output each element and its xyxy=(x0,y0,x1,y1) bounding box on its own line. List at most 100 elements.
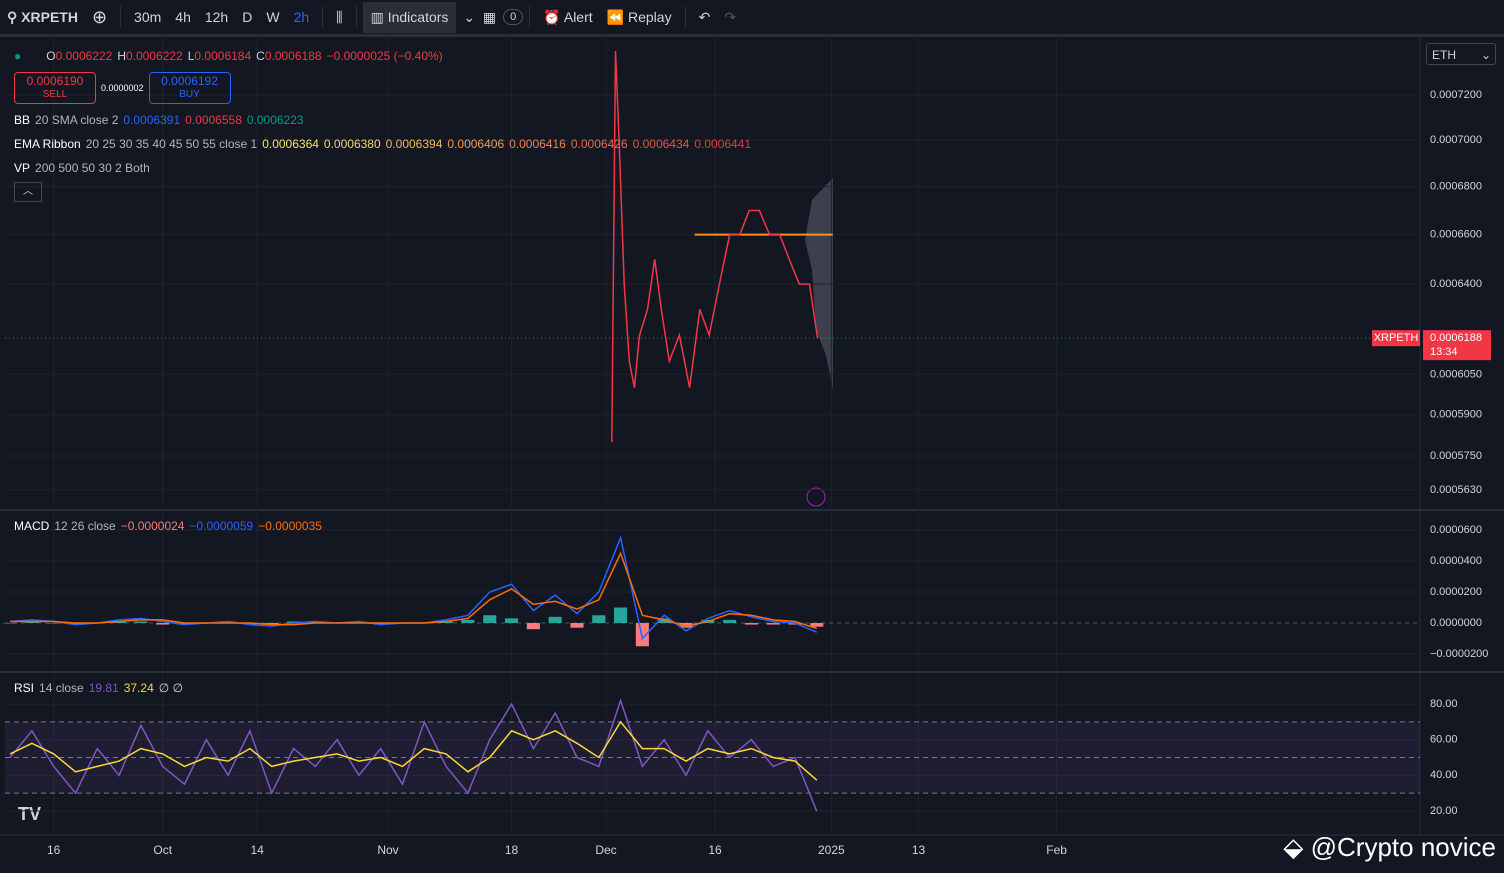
x-tick-label: Feb xyxy=(1046,843,1067,857)
indicator-value: 0.0006406 xyxy=(447,137,505,151)
indicator-value: 0.0006434 xyxy=(632,137,690,151)
pane-legend: RSI 14 close 19.81 37.24 ∅ ∅ xyxy=(14,681,183,695)
x-tick-label: Dec xyxy=(595,843,616,857)
histogram-bar xyxy=(330,623,344,624)
toolbar: ⚲ XRPETH ⊕ 30m 4h 12h D W 2h ⫼ ▥ Indicators ⌄… xyxy=(0,0,1504,37)
y-tick-label: −0.0000200 xyxy=(1430,648,1488,660)
histogram-bar xyxy=(657,618,671,624)
ohlc-label: H xyxy=(117,49,126,63)
interval[interactable]: W xyxy=(266,9,280,25)
last-price-label: 0.0006188 xyxy=(1430,332,1482,344)
ohlc-value: 0.0006184 xyxy=(194,49,252,63)
y-tick-label: 0.0000000 xyxy=(1430,617,1482,629)
histogram-bar xyxy=(461,619,475,624)
indicator-value: 0.0006426 xyxy=(570,137,628,151)
y-tick-label: 0.0000600 xyxy=(1430,524,1482,536)
templates[interactable]: ⌄ ▦ xyxy=(463,8,497,25)
y-tick-label: 0.0007200 xyxy=(1430,89,1482,101)
replay-text: Replay xyxy=(627,8,672,25)
sell-button[interactable]: 0.0006190 SELL xyxy=(14,72,96,104)
indicator-value: 0.0006364 xyxy=(262,137,319,151)
redo[interactable]: ↷ xyxy=(724,8,737,25)
alert[interactable]: ⏰ Alert xyxy=(543,8,593,25)
indicator-legend[interactable]: BB 20 SMA close 2 0.0006391 0.0006558 0.0006… xyxy=(14,108,751,132)
indicator-value: 0.0006223 xyxy=(246,113,304,127)
histogram-bar xyxy=(3,623,17,624)
replay[interactable]: ⏪ Replay xyxy=(606,8,672,25)
last-price-tag xyxy=(1423,330,1491,361)
buy-label: BUY xyxy=(179,89,200,100)
interval[interactable]: 12h xyxy=(204,9,229,25)
histogram-bar xyxy=(112,621,126,624)
currency-select[interactable]: ETH ⌄ xyxy=(1426,43,1496,65)
histogram-bar xyxy=(156,623,170,625)
buy-price: 0.0006192 xyxy=(161,74,218,88)
y-tick-label: 0.0005630 xyxy=(1430,484,1482,496)
ohlc-value: 0.0006222 xyxy=(55,49,113,63)
histogram-bar xyxy=(635,623,649,647)
volume-profile xyxy=(805,178,833,390)
y-tick-label: 0.0005900 xyxy=(1430,409,1482,421)
undo[interactable]: ↶ xyxy=(698,8,711,25)
histogram-bar xyxy=(47,623,61,624)
histogram-bar xyxy=(548,616,562,624)
y-tick-label: 60.00 xyxy=(1430,734,1458,746)
indicator-legend[interactable]: VP 200 500 50 30 2 Both xyxy=(14,156,751,180)
histogram-bar xyxy=(723,619,737,624)
indicator-value: 0.0006380 xyxy=(323,137,381,151)
indicator-params: 200 500 50 30 2 Both xyxy=(35,161,150,175)
histogram-bar xyxy=(308,621,322,624)
ohlc-value: 0.0006222 xyxy=(126,49,183,63)
y-tick-label: 0.0000200 xyxy=(1430,586,1482,598)
interval[interactable]: 4h xyxy=(175,9,191,25)
sell-price: 0.0006190 xyxy=(26,74,84,88)
histogram-bar xyxy=(199,623,213,624)
histogram-bar xyxy=(286,621,301,624)
y-tick-label: 0.0005750 xyxy=(1430,450,1482,462)
interval[interactable]: 30m xyxy=(134,9,162,25)
indicator-value: 0.0006558 xyxy=(185,113,242,127)
y-tick-label: 20.00 xyxy=(1430,805,1458,817)
symbol-tag xyxy=(1372,330,1420,347)
chart-type[interactable]: ⫼ xyxy=(336,8,343,25)
ohlc-label: L xyxy=(187,49,195,63)
x-tick-label: 16 xyxy=(47,843,61,857)
badge[interactable]: 0 xyxy=(503,9,524,25)
pane-title: RSI xyxy=(14,681,34,695)
histogram-bar xyxy=(701,619,715,624)
indicator-name: BB xyxy=(14,113,31,127)
histogram-bar xyxy=(134,621,148,624)
histogram-bar xyxy=(483,615,497,624)
rsi-band xyxy=(5,721,1420,794)
legend: ● O 0.0006222 H 0.0006222 L 0.0006184 C 0.000618… xyxy=(14,44,751,202)
pane-suffix: ∅ ∅ xyxy=(159,681,183,695)
histogram-bar xyxy=(592,615,606,624)
y-tick-label: 80.00 xyxy=(1430,698,1458,710)
x-tick-label: 16 xyxy=(708,843,722,857)
collapse-button[interactable]: ︿ xyxy=(14,182,42,202)
interval[interactable]: 2h xyxy=(293,9,310,25)
interval[interactable]: D xyxy=(242,9,253,25)
histogram-bar xyxy=(221,621,235,624)
indicator-value: 0.0006394 xyxy=(385,137,443,151)
ohlc: ● O 0.0006222 H 0.0006222 L 0.0006184 C 0.000618… xyxy=(14,49,443,63)
buy-button[interactable]: 0.0006192 BUY xyxy=(148,72,231,104)
series-line xyxy=(9,698,818,812)
histogram-bar xyxy=(243,623,257,625)
pane-value: −0.0000035 xyxy=(258,519,322,533)
symbol[interactable]: ⚲ XRPETH xyxy=(7,8,78,25)
indicators[interactable]: ▥ Indicators xyxy=(362,1,457,33)
x-tick-label: Nov xyxy=(377,843,398,857)
symbol-text: XRPETH xyxy=(21,8,78,25)
add[interactable]: ⊕ xyxy=(91,6,108,27)
countdown: 13:34 xyxy=(1430,346,1458,358)
histogram-bar xyxy=(526,623,540,630)
indicator-legend[interactable]: EMA Ribbon 20 25 30 35 40 45 50 55 close … xyxy=(14,132,751,156)
indicator-value: 0.0006416 xyxy=(509,137,566,151)
ohlc-value: 0.0006188 xyxy=(264,49,322,63)
trade-buttons: 0.0006190 SELL 0.0000002 0.0006192 BUY xyxy=(14,68,751,108)
histogram-bar xyxy=(68,623,83,625)
y-tick-label: 0.0006800 xyxy=(1430,181,1482,193)
histogram-bar xyxy=(679,623,693,628)
